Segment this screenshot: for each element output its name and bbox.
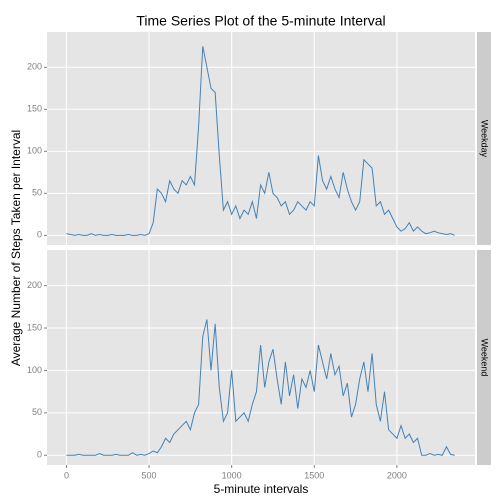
y-tick-label: 200 (27, 62, 42, 72)
y-tick-label: 50 (32, 407, 42, 417)
x-axis-label: 5-minute intervals (214, 482, 309, 496)
facet-label: Weekend (480, 339, 490, 377)
x-tick-label: 2000 (387, 470, 407, 480)
y-tick-label: 50 (32, 188, 42, 198)
facet-strip (477, 32, 491, 245)
x-tick-label: 0 (64, 470, 69, 480)
x-tick-label: 500 (142, 470, 157, 480)
facet-label: Weekday (480, 120, 490, 158)
y-tick-label: 0 (37, 450, 42, 460)
y-tick-label: 150 (27, 322, 42, 332)
panel-background (47, 250, 475, 465)
facet-strip (477, 250, 491, 465)
y-tick-label: 150 (27, 104, 42, 114)
y-tick-label: 100 (27, 146, 42, 156)
x-tick-label: 1000 (222, 470, 242, 480)
y-tick-label: 0 (37, 230, 42, 240)
y-tick-label: 100 (27, 365, 42, 375)
panel-background (47, 32, 475, 245)
series-line (66, 319, 455, 456)
y-axis-label: Average Number of Steps Taken per Interv… (9, 130, 23, 366)
chart-title: Time Series Plot of the 5-minute Interva… (136, 13, 385, 29)
series-line (66, 46, 455, 236)
y-tick-label: 200 (27, 280, 42, 290)
x-tick-label: 1500 (304, 470, 324, 480)
